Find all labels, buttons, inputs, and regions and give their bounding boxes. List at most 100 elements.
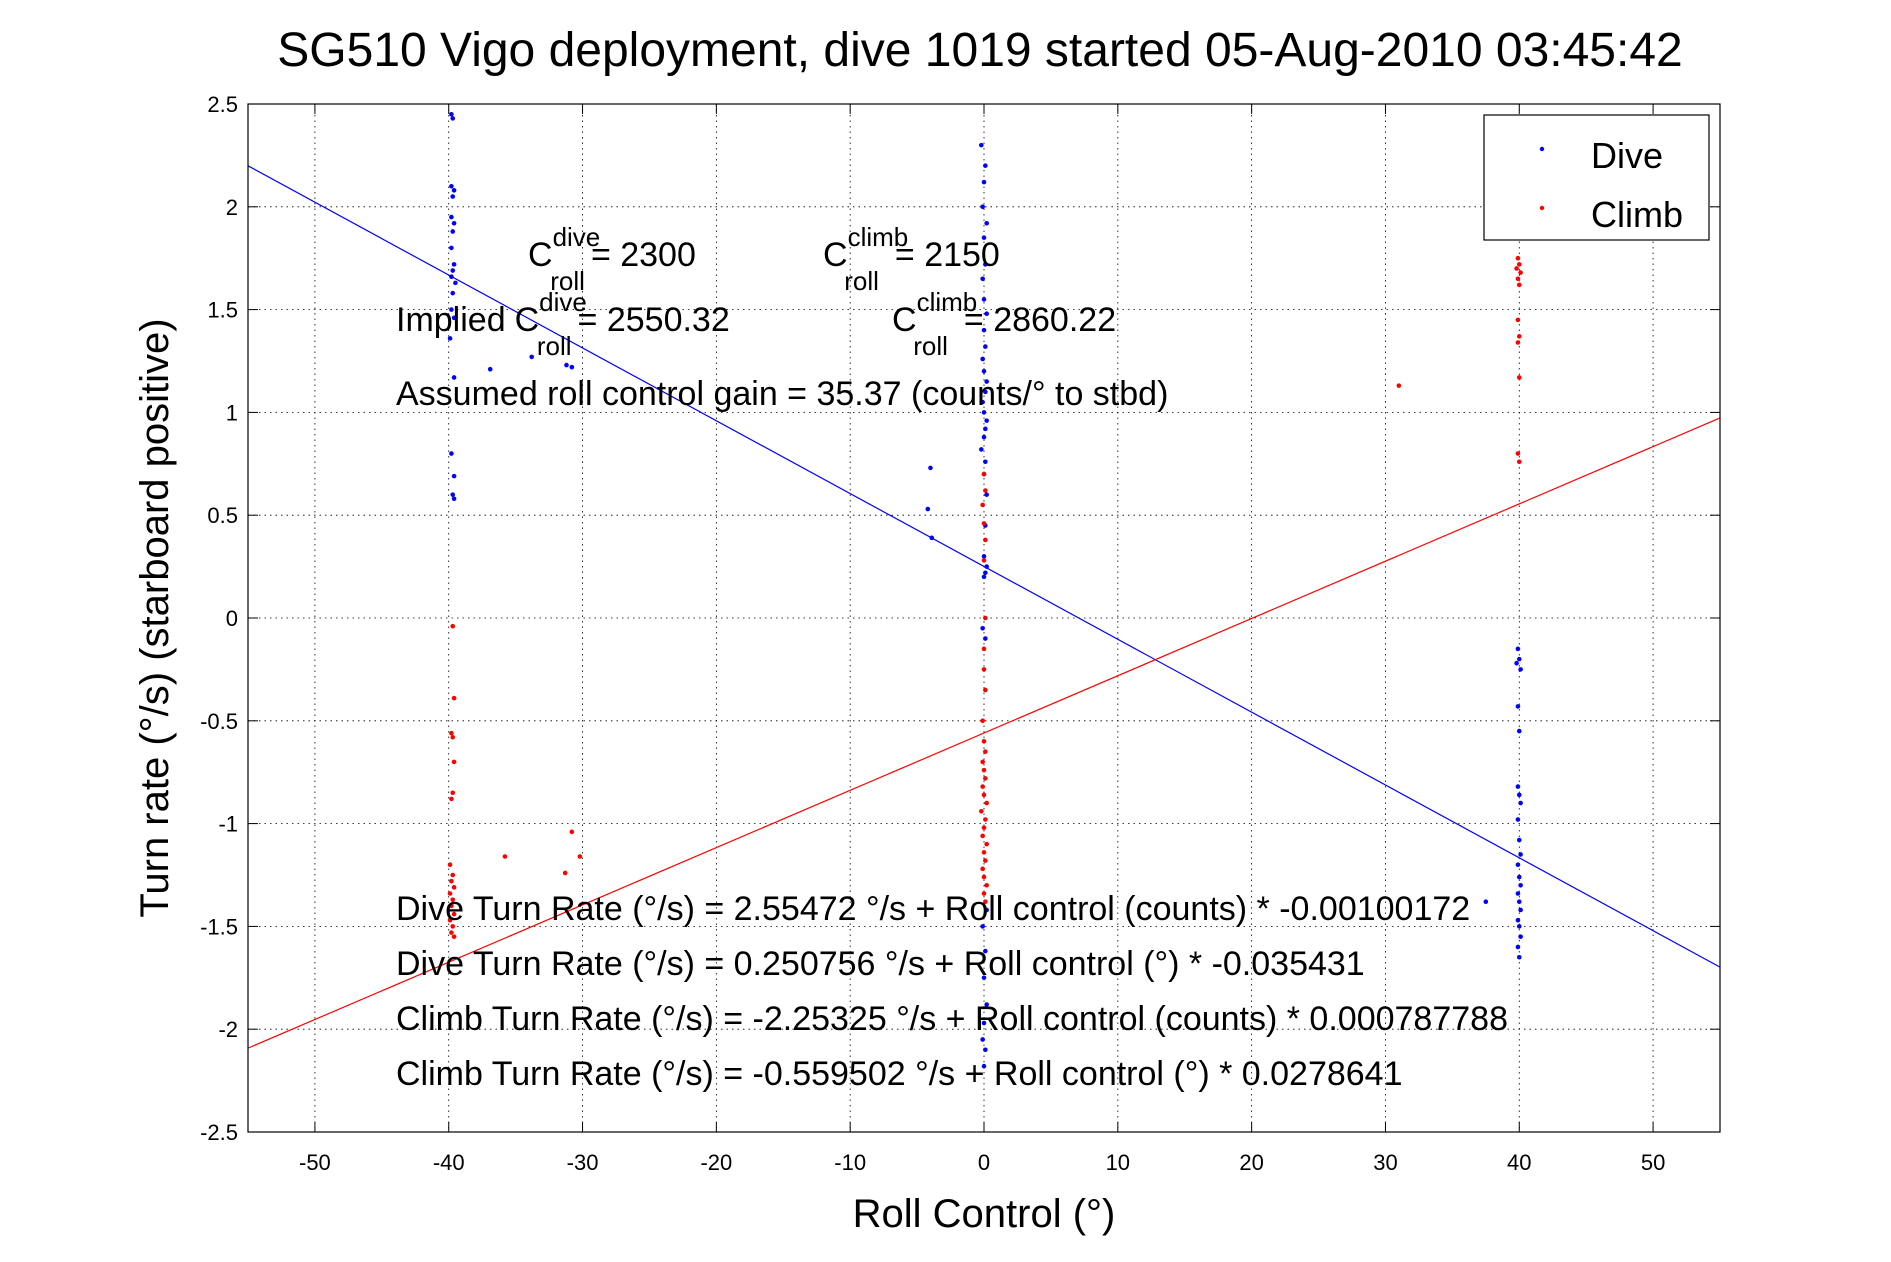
climb-point: [1516, 282, 1522, 288]
dive-counts-equation: Dive Turn Rate (°/s) = 2.55472 °/s + Rol…: [396, 890, 1470, 928]
dive-point: [1516, 656, 1522, 662]
climb-point: [451, 885, 457, 890]
y-tick-label: -2: [218, 1017, 238, 1042]
fit-equations: Dive Turn Rate (°/s) = 2.55472 °/s + Rol…: [396, 890, 1508, 1093]
dive-point: [981, 975, 987, 981]
climb-point: [983, 615, 988, 621]
dive-point: [1515, 944, 1521, 950]
climb-point: [449, 930, 454, 935]
climb-point: [984, 882, 989, 888]
dive-point: [449, 111, 454, 117]
climb-point: [451, 759, 457, 765]
dive-point: [983, 262, 988, 267]
climb-point: [981, 792, 987, 798]
climb-point: [981, 850, 987, 855]
x-tick-label: 10: [1106, 1150, 1130, 1175]
x-tick-label: -20: [700, 1150, 732, 1175]
dive-point: [529, 354, 534, 360]
dive-point: [983, 636, 988, 641]
dive-fit-line: [247, 165, 1721, 968]
climb-point: [981, 667, 987, 672]
climb-point: [983, 537, 988, 543]
climb-point: [1515, 255, 1521, 261]
dive-point: [984, 379, 989, 384]
climb-point: [447, 917, 453, 923]
legend-dive-marker: [1539, 146, 1545, 152]
dive-point: [1515, 917, 1521, 923]
dive-point: [981, 368, 987, 374]
dive-point: [487, 366, 493, 372]
dive-point: [984, 907, 989, 913]
x-tick-label: -50: [299, 1150, 331, 1175]
gain-annotation: Assumed roll control gain = 35.37 (count…: [396, 375, 1168, 413]
dive-point: [1483, 899, 1489, 905]
dive-point: [981, 410, 987, 415]
climb-fit-line: [247, 417, 1721, 1049]
dive-point: [1518, 882, 1523, 888]
climb-point: [1515, 451, 1521, 456]
climb-point: [983, 687, 988, 693]
dive-point: [981, 297, 987, 302]
dive-point: [980, 1037, 985, 1042]
climb-point: [984, 841, 989, 847]
legend-box: [1483, 114, 1710, 241]
climb-point: [447, 862, 453, 868]
x-tick-label: 20: [1239, 1150, 1263, 1175]
dive-point: [983, 459, 988, 465]
climb-point: [983, 817, 988, 822]
climb-point: [1515, 317, 1521, 323]
dive-point: [453, 280, 458, 286]
dive-point: [1516, 792, 1522, 798]
dive-point: [449, 451, 454, 456]
dive-point: [980, 399, 985, 405]
climb-point: [1514, 266, 1519, 271]
fit-lines: [247, 165, 1721, 1049]
climb-point: [981, 874, 987, 880]
climb-point: [979, 808, 984, 814]
dive-point: [980, 625, 985, 631]
legend-dive-label: Dive: [1591, 135, 1663, 176]
climb-point: [1516, 459, 1522, 465]
dive-point: [1516, 728, 1522, 734]
dive-point: [983, 344, 988, 349]
climb-point: [981, 646, 987, 652]
climb-point: [1516, 334, 1522, 339]
dive-point: [981, 434, 987, 440]
climb-point: [980, 833, 985, 839]
dive-point: [1516, 874, 1522, 880]
dive-point: [980, 204, 985, 210]
climb-point: [449, 796, 454, 802]
climb-point: [1516, 262, 1522, 267]
dive-point: [981, 327, 987, 333]
dive-point: [1518, 667, 1523, 672]
data-points: [447, 111, 1523, 1069]
dive-point: [450, 229, 456, 234]
dive-point: [1515, 784, 1521, 789]
y-axis-label: Turn rate (°/s) (starboard positive): [133, 318, 177, 917]
dive-point: [981, 574, 987, 580]
dive-point: [1515, 646, 1521, 652]
dive-point: [449, 274, 454, 280]
c-dive-annotation: Cdive roll= 2300: [528, 222, 696, 296]
y-tick-label: 0.5: [207, 503, 238, 528]
climb-point: [450, 872, 456, 878]
y-tick-label: 2: [226, 195, 238, 220]
dive-point: [925, 506, 931, 512]
dive-point: [447, 336, 453, 341]
climb-point: [502, 854, 508, 859]
climb-point: [981, 471, 987, 477]
dive-point: [1516, 837, 1522, 843]
dive-point: [983, 389, 988, 395]
dive-point: [983, 163, 988, 168]
dive-point: [1518, 800, 1523, 806]
dive-point: [450, 492, 456, 497]
axis-ticks: -50 -40 -30 -20 -10 0 10 20 30 40 50-2.5-2-1.5-1-0…: [200, 92, 1720, 1175]
dive-point: [1515, 891, 1521, 896]
dive-point: [450, 194, 456, 199]
x-tick-label: 30: [1373, 1150, 1397, 1175]
climb-point: [569, 829, 575, 835]
climb-point: [449, 730, 454, 736]
dive-point: [569, 364, 575, 370]
dive-point: [1515, 862, 1521, 868]
